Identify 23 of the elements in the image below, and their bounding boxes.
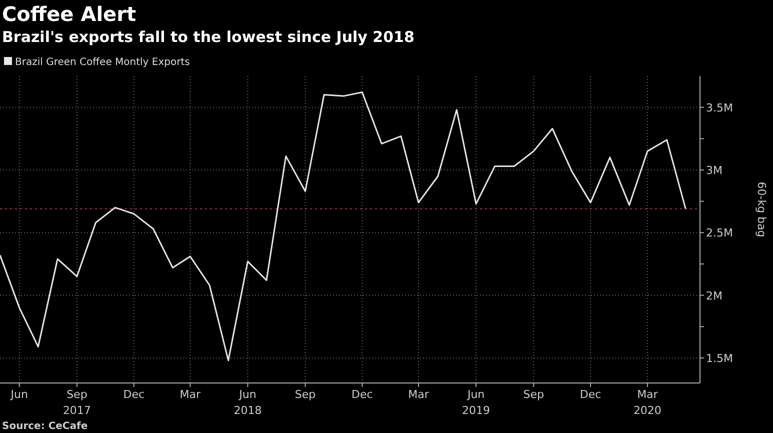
- y-tick-label: 3.5M: [706, 101, 733, 114]
- chart-title: Coffee Alert: [2, 2, 136, 26]
- x-tick-label: Jun 2019: [462, 388, 490, 417]
- line-series: [0, 92, 686, 362]
- x-tick-label: Mar 2020: [633, 388, 662, 417]
- y-tick-label: 1.5M: [706, 352, 733, 365]
- x-tick-label: Sep: [294, 388, 316, 401]
- y-tick-label: 2.5M: [706, 226, 733, 240]
- x-tick-label: Dec: [580, 388, 602, 401]
- x-tick-label: Dec: [123, 388, 145, 401]
- source-note: Source: CeCafe: [2, 421, 88, 432]
- y-tick-label: 2M: [706, 289, 722, 302]
- y-axis-title: 60-kg bag: [755, 182, 768, 238]
- chart-subtitle: Brazil's exports fall to the lowest since July 2018: [2, 28, 414, 46]
- x-tick-label: Mar: [180, 388, 202, 401]
- x-tick-label: Sep: [523, 388, 544, 401]
- x-tick-label: Mar: [408, 388, 430, 401]
- x-tick-label: Jun 2018: [234, 388, 262, 417]
- y-tick-label: 3M: [706, 164, 722, 177]
- legend-label: Brazil Green Coffee Montly Exports: [15, 57, 190, 68]
- x-tick-label: Sep 2017: [62, 388, 91, 417]
- x-tick-label: Dec: [352, 388, 373, 401]
- x-tick-label: Jun: [10, 388, 28, 401]
